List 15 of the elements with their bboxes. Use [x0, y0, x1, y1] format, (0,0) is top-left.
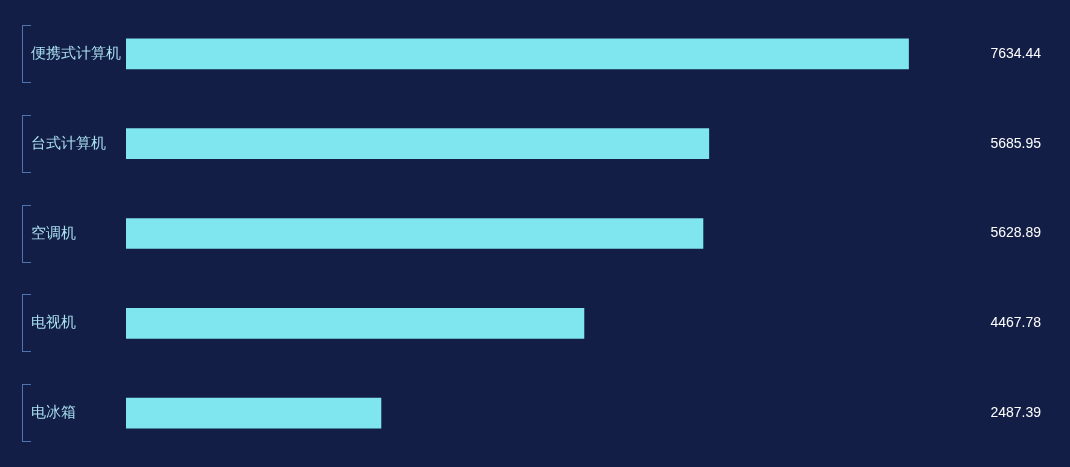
data-label: 5628.89	[990, 224, 1042, 241]
bar	[126, 38, 909, 70]
y-tick-label: 台式计算机	[31, 133, 106, 151]
data-label: 7634.44	[990, 44, 1042, 61]
data-label: 5685.95	[990, 134, 1042, 151]
bar	[126, 128, 710, 160]
y-tick-label: 电视机	[31, 313, 76, 331]
data-label: 2487.39	[990, 403, 1042, 420]
bar	[126, 397, 382, 429]
data-label: 4467.78	[990, 314, 1042, 331]
y-tick-label: 空调机	[31, 223, 76, 241]
bar	[126, 218, 704, 249]
y-tick-label: 电冰箱	[31, 403, 76, 421]
bar	[126, 307, 585, 339]
y-tick-label: 便携式计算机	[31, 44, 121, 62]
